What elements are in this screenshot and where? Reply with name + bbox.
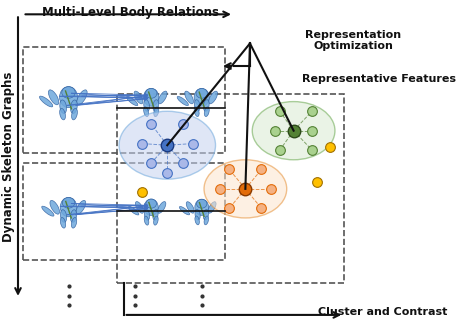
- Ellipse shape: [146, 199, 156, 208]
- Ellipse shape: [195, 199, 209, 215]
- Ellipse shape: [72, 108, 77, 120]
- Ellipse shape: [203, 100, 209, 111]
- Ellipse shape: [61, 210, 67, 222]
- Ellipse shape: [50, 200, 60, 214]
- Ellipse shape: [204, 107, 209, 116]
- Ellipse shape: [144, 100, 149, 111]
- Ellipse shape: [177, 96, 188, 106]
- Ellipse shape: [195, 210, 200, 220]
- Ellipse shape: [128, 206, 139, 215]
- Ellipse shape: [144, 216, 149, 225]
- Ellipse shape: [72, 217, 77, 228]
- Ellipse shape: [203, 210, 209, 220]
- Ellipse shape: [71, 100, 77, 113]
- Ellipse shape: [144, 88, 159, 106]
- Ellipse shape: [146, 88, 157, 98]
- Circle shape: [119, 111, 216, 179]
- Ellipse shape: [196, 88, 208, 98]
- Circle shape: [252, 102, 335, 160]
- Ellipse shape: [195, 216, 200, 225]
- Ellipse shape: [209, 91, 218, 104]
- Ellipse shape: [134, 91, 143, 104]
- Ellipse shape: [144, 199, 158, 215]
- Ellipse shape: [76, 200, 86, 214]
- Ellipse shape: [179, 206, 190, 215]
- Ellipse shape: [194, 88, 210, 106]
- Ellipse shape: [144, 107, 148, 117]
- Ellipse shape: [60, 87, 77, 108]
- Ellipse shape: [158, 201, 166, 213]
- Ellipse shape: [62, 87, 75, 98]
- Ellipse shape: [154, 216, 158, 225]
- Circle shape: [204, 160, 287, 218]
- Ellipse shape: [194, 100, 200, 111]
- Ellipse shape: [70, 210, 77, 222]
- Ellipse shape: [145, 210, 150, 220]
- Ellipse shape: [194, 107, 199, 116]
- Ellipse shape: [48, 90, 59, 105]
- Ellipse shape: [153, 210, 158, 220]
- Ellipse shape: [60, 197, 77, 217]
- Ellipse shape: [154, 107, 159, 117]
- Ellipse shape: [186, 202, 194, 213]
- Ellipse shape: [42, 206, 54, 216]
- Ellipse shape: [77, 90, 87, 105]
- Ellipse shape: [136, 201, 144, 213]
- Ellipse shape: [60, 100, 66, 113]
- Ellipse shape: [158, 91, 167, 104]
- Text: Representation
Optimization: Representation Optimization: [305, 30, 401, 52]
- Ellipse shape: [39, 96, 53, 107]
- Ellipse shape: [153, 100, 159, 111]
- Ellipse shape: [127, 96, 138, 106]
- Ellipse shape: [60, 108, 65, 120]
- Ellipse shape: [62, 198, 75, 208]
- Ellipse shape: [208, 202, 216, 213]
- Text: Cluster and Contrast: Cluster and Contrast: [319, 306, 448, 317]
- Ellipse shape: [197, 199, 207, 208]
- Ellipse shape: [185, 91, 193, 104]
- Ellipse shape: [60, 217, 66, 228]
- Text: Multi-Level Body Relations: Multi-Level Body Relations: [42, 6, 219, 19]
- Text: Dynamic Skeleton Graphs: Dynamic Skeleton Graphs: [2, 71, 15, 242]
- Ellipse shape: [204, 216, 209, 225]
- Text: Representative Features: Representative Features: [301, 74, 456, 84]
